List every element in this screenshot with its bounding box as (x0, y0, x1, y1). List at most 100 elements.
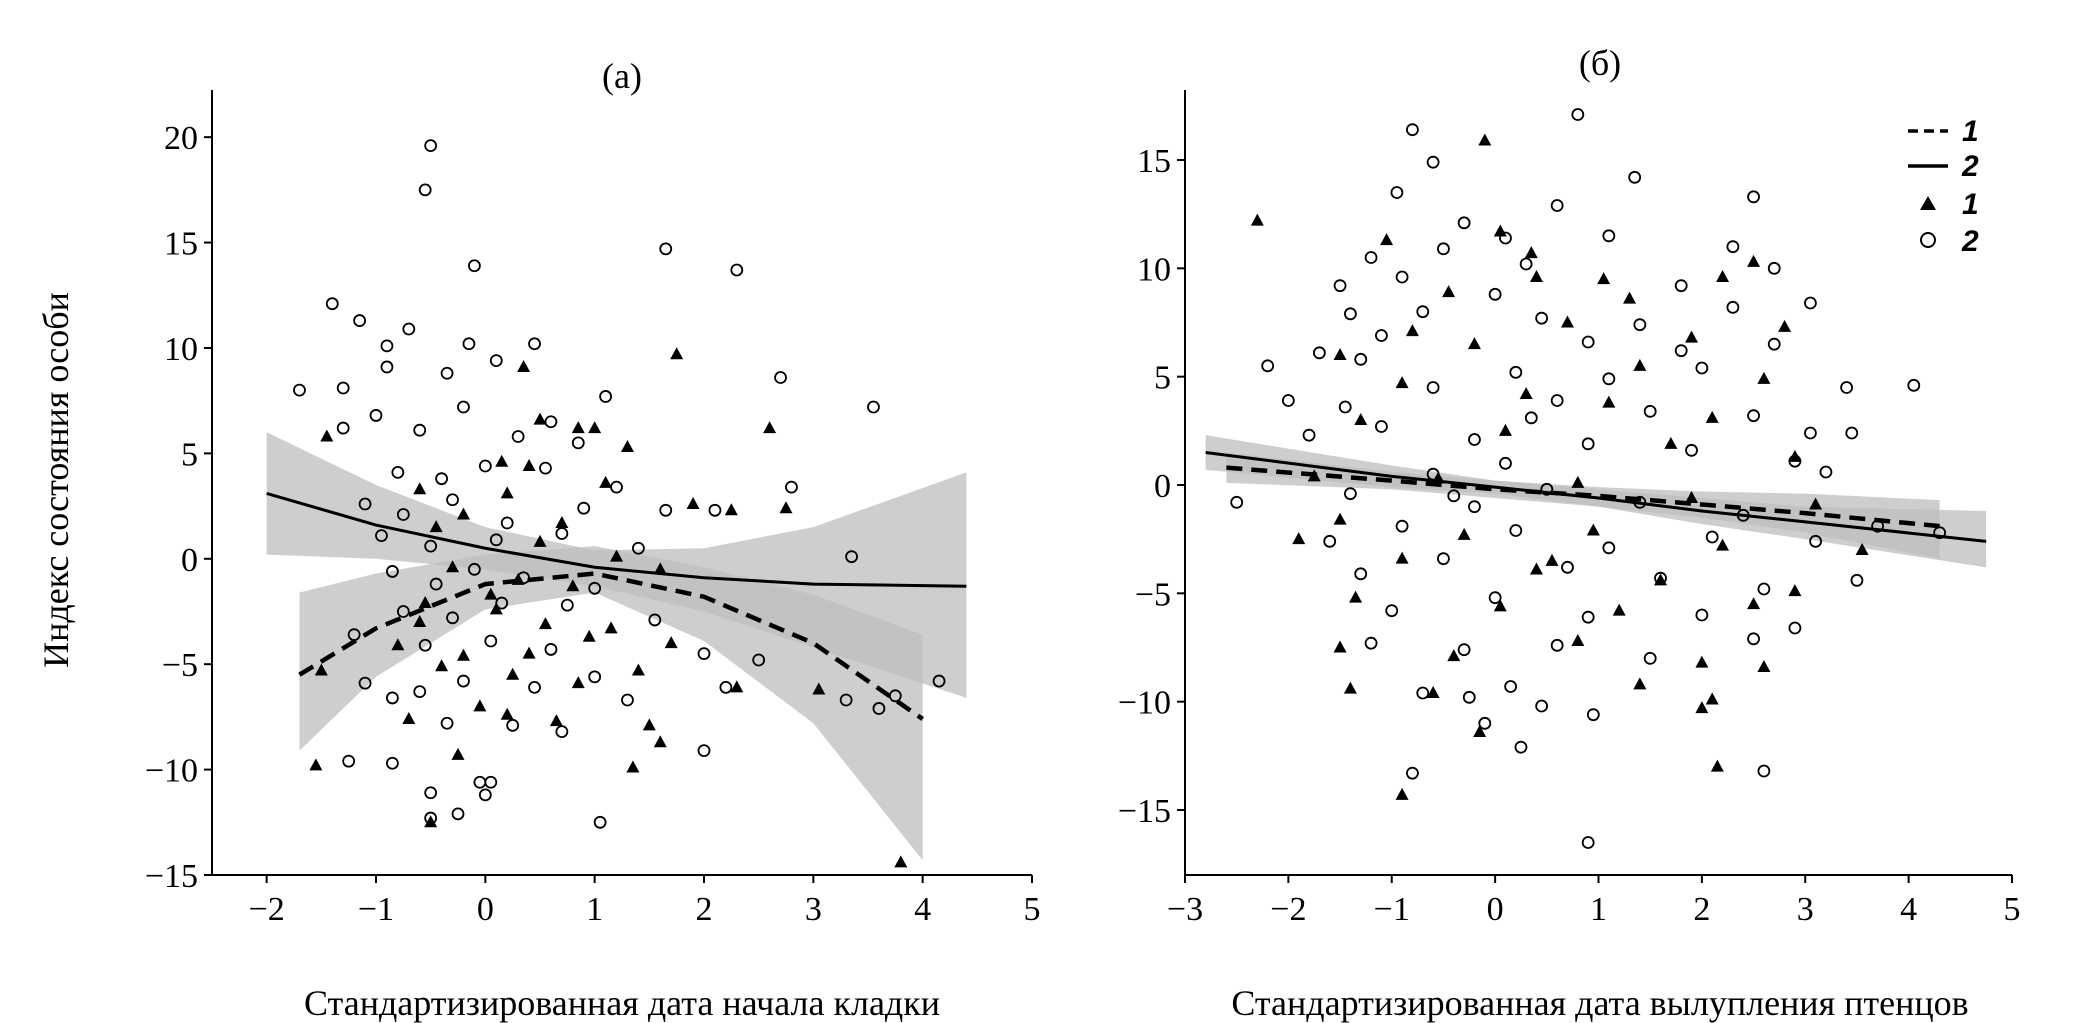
scatter-point-circle (1602, 372, 1616, 386)
scatter-point-triangle (451, 747, 465, 760)
scatter-point-circle (506, 718, 520, 732)
scatter-point-circle (1519, 257, 1533, 271)
scatter-point-circle (1468, 433, 1481, 446)
scatter-point-triangle (517, 359, 531, 372)
scatter-point-circle (1581, 335, 1595, 349)
fit-line-dashed (1226, 465, 1940, 529)
x-tick-label: 5 (1024, 891, 1041, 928)
scatter-point-triangle (1705, 692, 1719, 705)
legend-label: 2 (1961, 225, 1979, 258)
scatter-point-circle (413, 423, 427, 437)
scatter-point-circle (1804, 426, 1817, 440)
scatter-point-circle (659, 503, 673, 517)
scatter-point-triangle (1333, 348, 1347, 360)
scatter-point-circle (446, 611, 459, 625)
scatter-point-triangle (538, 617, 552, 630)
y-tick-label: 10 (1137, 251, 1171, 288)
scatter-point-triangle (1685, 491, 1699, 503)
y-tick-label: 10 (164, 331, 198, 368)
scatter-point-triangle (1586, 523, 1600, 536)
scatter-point-triangle (1545, 553, 1559, 566)
scatter-point-circle (336, 381, 350, 395)
scatter-point-circle (1933, 526, 1947, 540)
scatter-point-circle (1602, 229, 1616, 243)
scatter-point-triangle (566, 579, 580, 592)
scatter-point-circle (1344, 307, 1357, 321)
panel-b-x-axis-title: Стандартизированная дата вылупления птен… (1231, 983, 1968, 1023)
scatter-point-triangle (588, 421, 602, 434)
scatter-point-circle (555, 725, 569, 739)
scatter-point-circle (1375, 420, 1388, 433)
scatter-point-triangle (1623, 291, 1637, 304)
scatter-point-triangle (653, 562, 667, 575)
scatter-point-circle (462, 337, 476, 351)
scatter-point-circle (1406, 123, 1419, 137)
scatter-point-triangle (402, 712, 416, 724)
scatter-point-circle (599, 390, 612, 403)
scatter-point-circle (1437, 552, 1450, 566)
scatter-point-circle (1499, 231, 1512, 245)
scatter-point-circle (1514, 740, 1528, 754)
scatter-point-circle (1845, 426, 1859, 440)
scatter-point-circle (1364, 636, 1378, 650)
scatter-point-circle (1571, 108, 1585, 121)
y-tick-label: −5 (162, 647, 198, 684)
scatter-point-triangle (724, 503, 738, 516)
scatter-point-circle (1747, 632, 1760, 646)
scatter-point-circle (1633, 318, 1647, 332)
scatter-point-triangle (1747, 597, 1761, 610)
scatter-point-triangle (1395, 787, 1409, 800)
scatter-point-triangle (456, 648, 470, 661)
scatter-point-triangle (533, 534, 547, 547)
scatter-point-triangle (1493, 599, 1507, 612)
scatter-point-circle (385, 691, 399, 705)
scatter-point-triangle (1788, 584, 1802, 597)
scatter-point-triangle (1467, 337, 1481, 350)
scatter-point-triangle (1349, 590, 1363, 603)
scatter-point-triangle (418, 596, 432, 609)
scatter-point-circle (697, 744, 711, 758)
x-tick-label: 5 (2004, 891, 2021, 928)
scatter-point-circle (1426, 381, 1440, 394)
confidence-bands (1205, 435, 1987, 568)
scatter-point-triangle (1560, 315, 1574, 328)
x-tick-label: −1 (1374, 891, 1410, 928)
scatter-point-triangle (1602, 395, 1616, 408)
scatter-point-circle (478, 788, 492, 802)
scatter-point-circle (1907, 378, 1921, 392)
scatter-point-circle (1602, 541, 1616, 555)
scatter-point-circle (358, 676, 372, 690)
scatter-point-circle (1674, 279, 1688, 293)
scatter-point-circle (1540, 482, 1554, 496)
scatter-point-triangle (1571, 634, 1585, 646)
scatter-point-triangle (626, 760, 640, 773)
scatter-point-triangle (484, 587, 498, 600)
y-tick-label: −15 (145, 858, 198, 895)
scatter-point-triangle (506, 667, 520, 680)
y-axis-title: Индекс состояния особи (36, 292, 76, 668)
scatter-point-circle (1757, 582, 1771, 596)
scatter-point-circle (489, 354, 503, 368)
scatter-point-circle (571, 436, 585, 450)
scatter-point-triangle (1380, 233, 1394, 246)
scatter-point-triangle (631, 663, 645, 676)
scatter-point-triangle (1519, 387, 1533, 399)
scatter-point-triangle (435, 659, 449, 672)
scatter-point-triangle (1855, 543, 1869, 555)
scatter-point-circle (325, 297, 339, 311)
scatter-point-triangle (1710, 759, 1724, 772)
scatter-point-triangle (1757, 371, 1771, 384)
scatter-point-circle (774, 371, 787, 384)
scatter-point-circle (375, 529, 388, 542)
x-tick-label: 3 (1797, 891, 1814, 928)
x-tick-label: −2 (1270, 891, 1306, 928)
confidence-band-2 (1205, 435, 1987, 568)
scatter-point-circle (396, 605, 410, 618)
panel-a-x-axis-title: Стандартизированная дата начала кладки (304, 983, 940, 1023)
scatter-point-circle (380, 339, 394, 353)
scatter-point-circle (1809, 534, 1822, 548)
scatter-point-circle (752, 653, 766, 667)
